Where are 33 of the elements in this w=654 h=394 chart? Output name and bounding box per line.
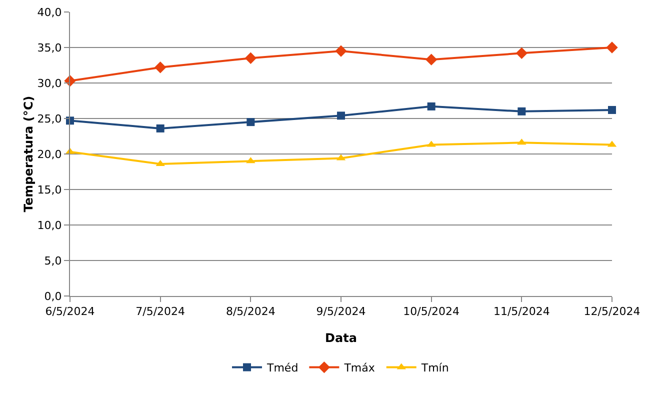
- point: [335, 45, 347, 57]
- point: [244, 52, 257, 64]
- x-tick-label: 10/5/2024: [403, 305, 460, 318]
- x-tick-label: 9/5/2024: [316, 305, 366, 318]
- point: [154, 62, 166, 74]
- point: [606, 42, 618, 54]
- y-tick-label: 0,0: [44, 290, 62, 303]
- point: [427, 102, 436, 110]
- y-tick-label: 30,0: [37, 76, 62, 90]
- y-axis-title: Temperatura (°C): [21, 96, 36, 212]
- y-tick-label: 10,0: [37, 218, 62, 232]
- point: [608, 106, 616, 114]
- point: [337, 112, 345, 120]
- x-tick-label: 12/5/2024: [584, 305, 640, 318]
- y-tick-label: 25,0: [37, 112, 62, 126]
- point: [156, 124, 164, 132]
- y-tick-label: 20,0: [37, 148, 62, 161]
- y-tick-label: 35,0: [37, 41, 62, 54]
- x-tick-label: 6/5/2024: [45, 305, 95, 318]
- x-tick-label: 8/5/2024: [226, 305, 276, 318]
- x-tick-label: 11/5/2024: [493, 305, 550, 318]
- point: [246, 118, 255, 126]
- y-tick-label: 40,0: [37, 6, 62, 19]
- x-axis-title: Data: [325, 331, 357, 345]
- legend-label: Tmín: [420, 362, 449, 375]
- point: [425, 54, 438, 66]
- legend-label: Tmáx: [343, 362, 376, 375]
- point: [516, 47, 528, 60]
- x-tick-label: 7/5/2024: [136, 305, 186, 318]
- y-tick-label: 5,0: [44, 254, 62, 268]
- y-tick-label: 15,0: [37, 183, 62, 196]
- point: [518, 107, 526, 116]
- legend-label: Tméd: [266, 362, 298, 375]
